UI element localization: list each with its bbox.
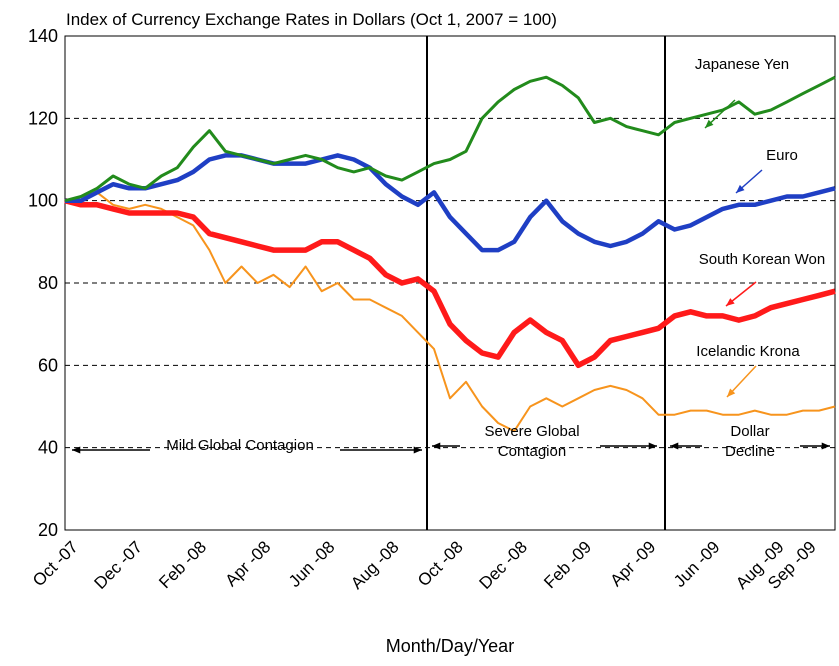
y-tick-label: 60 bbox=[38, 355, 58, 375]
y-tick-label: 100 bbox=[28, 191, 58, 211]
annotation: Mild Global Contagion bbox=[166, 437, 314, 454]
x-tick-label: Dec -08 bbox=[475, 537, 531, 593]
x-tick-label: Feb -09 bbox=[540, 537, 595, 592]
x-axis-label: Month/Day/Year bbox=[386, 636, 514, 656]
label-arrow-head bbox=[727, 388, 736, 397]
series-label: Japanese Yen bbox=[695, 56, 789, 73]
x-tick-label: Apr -08 bbox=[221, 537, 274, 590]
annotation-arrow-head bbox=[648, 442, 657, 450]
annotation: Contagion bbox=[498, 443, 566, 460]
annotation: Dollar bbox=[730, 423, 769, 440]
x-tick-label: Dec -07 bbox=[90, 537, 146, 593]
chart-title: Index of Currency Exchange Rates in Doll… bbox=[66, 10, 557, 29]
label-arrow-head bbox=[705, 119, 714, 128]
y-tick-label: 120 bbox=[28, 108, 58, 128]
series-line bbox=[64, 198, 836, 369]
annotation: Decline bbox=[725, 443, 775, 460]
label-arrow-head bbox=[736, 184, 745, 193]
annotation-arrow-head bbox=[72, 446, 81, 454]
series-label: Icelandic Krona bbox=[696, 343, 800, 360]
x-tick-label: Apr -09 bbox=[606, 537, 659, 590]
annotation: Severe Global bbox=[484, 423, 579, 440]
annotation-arrow-head bbox=[432, 442, 441, 450]
series-label: South Korean Won bbox=[699, 251, 825, 268]
y-tick-label: 140 bbox=[28, 26, 58, 46]
series-line bbox=[64, 75, 836, 203]
annotation-arrow-head bbox=[413, 446, 422, 454]
series-label: Euro bbox=[766, 147, 798, 164]
x-tick-label: Oct -08 bbox=[414, 537, 467, 590]
y-tick-label: 80 bbox=[38, 273, 58, 293]
series-line bbox=[65, 153, 836, 253]
x-tick-label: Feb -08 bbox=[155, 537, 210, 592]
label-arrow-head bbox=[726, 298, 735, 306]
series-line bbox=[64, 191, 836, 433]
x-tick-label: Aug -08 bbox=[347, 537, 403, 593]
y-tick-label: 40 bbox=[38, 438, 58, 458]
y-tick-label: 20 bbox=[38, 520, 58, 540]
x-tick-label: Jun -08 bbox=[285, 537, 339, 591]
plot-border bbox=[64, 35, 836, 531]
x-tick-label: Jun -09 bbox=[670, 537, 724, 591]
annotation-arrow-head bbox=[821, 442, 830, 450]
annotation-arrow-head bbox=[670, 442, 679, 450]
x-tick-label: Oct -07 bbox=[29, 537, 82, 590]
